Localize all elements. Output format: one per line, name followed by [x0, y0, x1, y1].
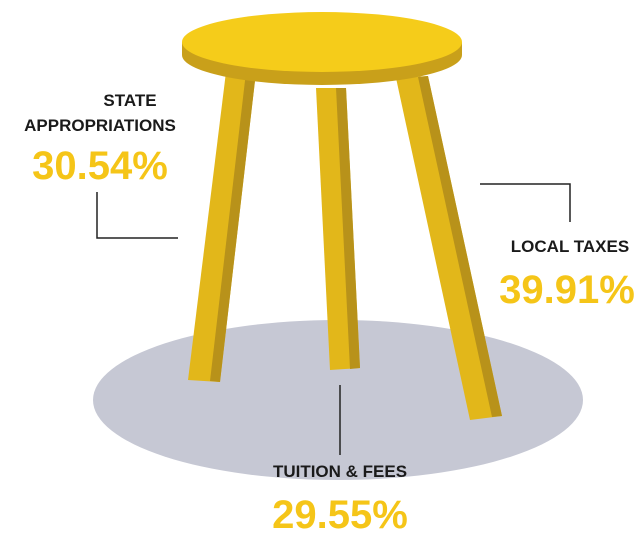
label: APPROPRIATIONS	[24, 116, 176, 135]
percent: 39.91%	[499, 268, 635, 312]
percent: 29.55%	[272, 493, 408, 536]
label: STATE	[103, 91, 156, 110]
seat	[182, 12, 462, 72]
label: TUITION & FEES	[273, 462, 407, 481]
percent: 30.54%	[32, 144, 168, 188]
connector	[480, 184, 570, 222]
connector	[97, 192, 178, 238]
label: LOCAL TAXES	[511, 237, 629, 256]
infographic: STATE APPROPRIATIONS 30.54% LOCAL TAXES …	[0, 0, 644, 536]
